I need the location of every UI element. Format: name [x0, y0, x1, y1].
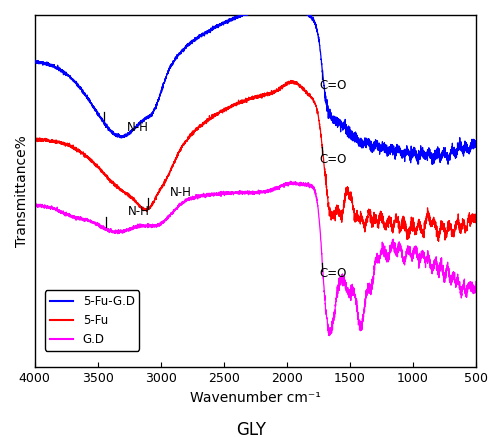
- Text: N-H: N-H: [127, 121, 148, 134]
- X-axis label: Wavenumber cm⁻¹: Wavenumber cm⁻¹: [190, 391, 321, 405]
- Legend: 5-Fu-G.D, 5-Fu, G.D: 5-Fu-G.D, 5-Fu, G.D: [45, 291, 139, 350]
- Y-axis label: Transmittance%: Transmittance%: [15, 135, 29, 247]
- Text: N-H: N-H: [170, 186, 191, 199]
- Text: C=O: C=O: [319, 79, 347, 92]
- Text: C=O: C=O: [319, 267, 347, 281]
- Text: N-H: N-H: [128, 205, 150, 218]
- Text: GLY: GLY: [236, 421, 267, 437]
- Text: C=O: C=O: [319, 153, 347, 166]
